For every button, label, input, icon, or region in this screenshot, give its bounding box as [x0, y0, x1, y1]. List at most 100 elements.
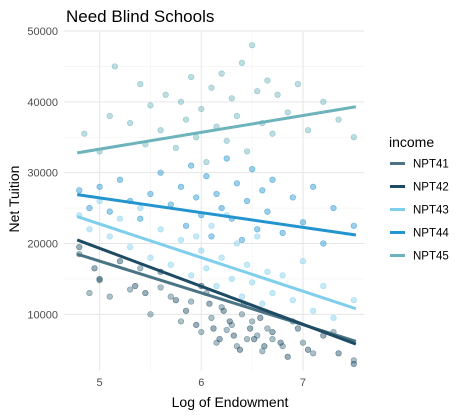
ticks-layer: 5 6 7 10000 20000 30000 40000 50000 [27, 26, 306, 389]
data-point-npt45 [193, 134, 200, 141]
data-point-npt45 [223, 137, 230, 144]
trend-line-npt42 [76, 238, 357, 346]
data-point-npt44 [147, 190, 154, 198]
data-point-npt44 [188, 162, 195, 169]
data-point-npt42 [350, 360, 357, 368]
data-point-npt41 [264, 325, 271, 332]
data-point-npt42 [226, 318, 233, 325]
data-point-npt43 [127, 243, 134, 251]
data-point-npt45 [233, 112, 240, 120]
legend-label-npt44: NPT44 [413, 228, 449, 240]
data-point-npt43 [233, 240, 240, 247]
data-point-npt43 [254, 233, 261, 240]
data-point-npt45 [350, 134, 357, 141]
data-point-npt45 [111, 63, 118, 70]
data-point-npt43 [188, 272, 195, 279]
legend-label-npt45: NPT45 [413, 251, 449, 263]
legend-label-npt41: NPT41 [413, 159, 449, 171]
data-point-npt42 [182, 307, 190, 314]
data-point-npt41 [299, 339, 307, 346]
data-point-npt42 [230, 332, 237, 339]
data-point-npt44 [203, 173, 210, 180]
data-point-npt45 [208, 84, 215, 91]
data-point-npt45 [254, 88, 261, 95]
data-point-npt42 [142, 289, 149, 297]
data-point-npt44 [350, 222, 357, 229]
data-point-npt45 [203, 158, 210, 166]
data-point-npt44 [310, 183, 317, 190]
y-tick-label: 50000 [27, 26, 58, 38]
data-point-npt42 [277, 339, 284, 346]
data-point-npt44 [264, 208, 271, 215]
data-point-npt44 [259, 187, 266, 194]
data-point-npt45 [106, 112, 113, 120]
data-point-npt43 [310, 307, 317, 314]
data-point-npt44 [76, 187, 83, 194]
data-point-npt43 [198, 247, 205, 254]
data-point-npt43 [147, 254, 154, 261]
data-point-npt41 [269, 336, 276, 343]
data-point-npt42 [236, 346, 244, 353]
x-tick-label: 6 [198, 377, 204, 389]
data-point-npt43 [177, 236, 185, 244]
data-point-npt41 [198, 328, 205, 336]
data-point-npt41 [86, 289, 93, 297]
data-point-npt44 [157, 169, 164, 176]
data-point-npt44 [269, 176, 276, 183]
data-point-npt44 [96, 183, 103, 190]
data-point-npt45 [320, 98, 327, 105]
data-point-npt41 [243, 336, 251, 343]
data-point-npt43 [137, 204, 144, 212]
data-point-npt43 [218, 254, 225, 261]
data-point-npt43 [243, 261, 251, 268]
data-point-npt41 [157, 284, 164, 291]
data-point-npt45 [294, 81, 301, 88]
data-point-npt42 [172, 297, 179, 304]
data-point-npt41 [177, 318, 185, 325]
data-point-npt43 [238, 293, 246, 300]
data-point-npt45 [304, 127, 312, 134]
data-point-npt44 [289, 194, 296, 201]
legend-label-npt43: NPT43 [413, 205, 449, 217]
data-point-npt42 [269, 328, 276, 336]
data-point-npt45 [243, 148, 251, 155]
grid-layer [64, 30, 364, 371]
data-point-npt45 [162, 91, 169, 98]
data-point-npt41 [218, 304, 225, 311]
data-point-npt43 [228, 275, 235, 283]
data-point-npt41 [127, 286, 134, 293]
legend: income NPT41 NPT42 NPT43 NPT44 NPT45 [389, 134, 449, 264]
data-point-npt42 [261, 343, 268, 350]
data-point-npt41 [147, 311, 154, 318]
y-tick-label: 40000 [27, 97, 58, 109]
data-point-npt42 [304, 346, 312, 353]
data-point-npt45 [218, 70, 225, 77]
data-point-npt45 [198, 105, 205, 113]
trend-line-npt43 [76, 215, 357, 311]
trend-line-npt44 [77, 193, 357, 237]
data-point-npt45 [147, 102, 154, 109]
data-point-npt41 [228, 321, 235, 329]
data-point-npt41 [350, 357, 357, 364]
data-point-npt44 [299, 219, 307, 226]
data-point-npt45 [137, 81, 144, 88]
data-point-npt43 [299, 258, 307, 265]
data-point-npt43 [264, 268, 271, 275]
data-point-npt45 [182, 116, 190, 123]
data-point-npt45 [264, 77, 271, 84]
trend-line-npt45 [76, 105, 357, 155]
data-point-npt43 [167, 261, 174, 268]
data-point-npt43 [289, 297, 296, 304]
data-point-npt43 [249, 279, 256, 286]
data-point-npt43 [330, 314, 337, 321]
data-point-npt45 [238, 59, 246, 66]
data-point-npt42 [220, 307, 227, 314]
data-point-npt44 [182, 222, 190, 229]
data-point-npt41 [167, 293, 174, 300]
data-point-npt44 [218, 204, 225, 212]
data-point-npt45 [188, 73, 195, 81]
data-point-npt42 [210, 325, 217, 332]
data-point-npt44 [86, 204, 93, 212]
data-point-npt44 [213, 190, 220, 198]
legend-title: income [389, 134, 434, 150]
